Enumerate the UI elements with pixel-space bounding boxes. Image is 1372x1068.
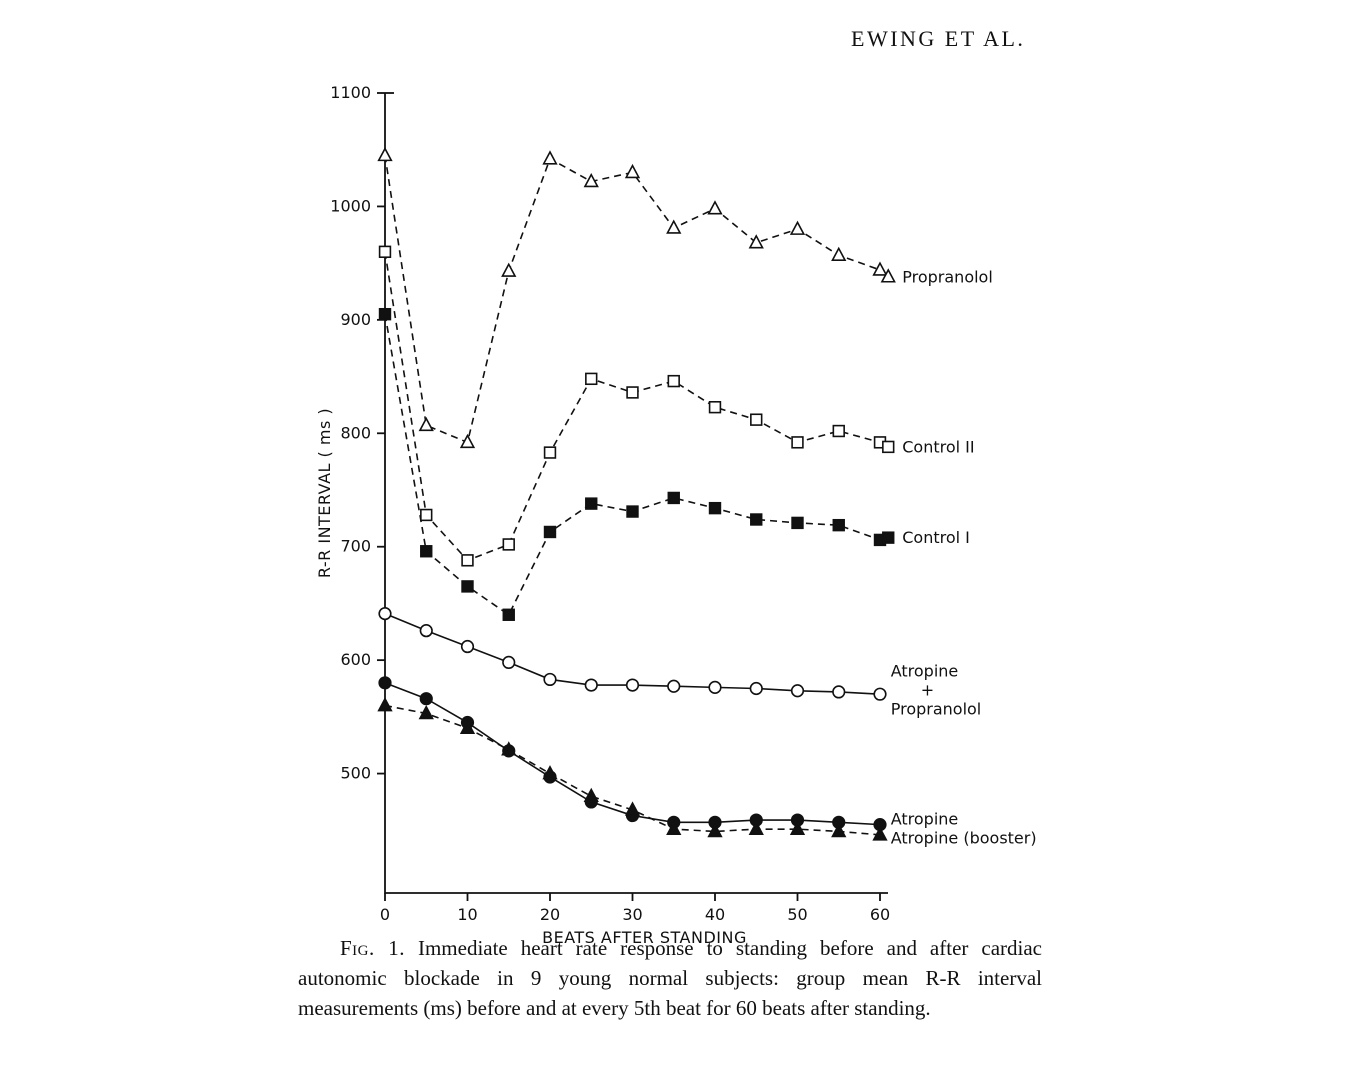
data-point-circle-open bbox=[378, 607, 392, 621]
series-label: Atropine + Propranolol bbox=[891, 661, 982, 718]
data-point-triangle-filled bbox=[459, 719, 476, 735]
data-point-circle-open bbox=[419, 624, 433, 638]
series-label: Propranolol bbox=[902, 267, 993, 286]
x-tick-label: 40 bbox=[705, 905, 725, 924]
y-tick-label: 1100 bbox=[330, 83, 371, 102]
data-point-triangle-open bbox=[583, 172, 599, 188]
series-line-0 bbox=[384, 155, 881, 444]
x-tick-label: 10 bbox=[457, 905, 477, 924]
y-axis-title: R-R INTERVAL ( ms ) bbox=[315, 408, 334, 578]
data-point-triangle-open bbox=[624, 163, 641, 179]
figure-1: 500 600 700 800 900 1000 1100 0 10 20 30 40 50 60 BEAT… bbox=[300, 75, 1100, 955]
data-point-circle-open bbox=[543, 672, 557, 687]
data-point-square-open bbox=[420, 508, 433, 522]
data-point-square-open bbox=[378, 245, 392, 258]
data-point-square-open bbox=[667, 374, 680, 388]
data-point-triangle-filled bbox=[831, 822, 847, 838]
running-head: EWING ET AL. bbox=[851, 26, 1026, 51]
data-point-circle-open bbox=[873, 687, 887, 701]
data-point-circle-open bbox=[790, 684, 805, 698]
series-line-2 bbox=[384, 314, 881, 616]
data-point-circle-open bbox=[708, 680, 722, 694]
data-point-square-filled bbox=[502, 608, 515, 621]
legend-marker-triangle-open bbox=[880, 268, 896, 283]
data-point-triangle-filled bbox=[707, 822, 723, 838]
data-point-triangle-open bbox=[748, 234, 764, 249]
data-point-square-filled bbox=[585, 497, 598, 510]
x-tick-label: 30 bbox=[622, 905, 642, 924]
data-point-square-filled bbox=[750, 513, 763, 526]
legend-marker-square-open bbox=[882, 440, 895, 454]
data-point-triangle-open bbox=[831, 246, 847, 262]
data-point-square-open bbox=[832, 424, 845, 438]
y-tick-label: 900 bbox=[340, 310, 371, 329]
x-tick-label: 20 bbox=[540, 905, 560, 924]
data-point-triangle-filled bbox=[789, 820, 806, 835]
legend-marker-square-filled bbox=[882, 531, 895, 544]
data-point-circle-open bbox=[502, 655, 516, 670]
data-point-triangle-filled bbox=[748, 820, 764, 835]
data-point-triangle-open bbox=[459, 433, 476, 449]
data-point-triangle-open bbox=[666, 219, 682, 234]
data-point-square-filled bbox=[626, 505, 639, 518]
data-point-circle-filled bbox=[419, 692, 433, 706]
x-axis-title: BEATS AFTER STANDING bbox=[542, 928, 747, 947]
data-point-square-open bbox=[708, 400, 722, 414]
figure-caption: Fig. 1. Immediate heart rate response to… bbox=[298, 934, 1042, 1023]
data-point-triangle-filled bbox=[542, 765, 558, 780]
data-point-square-open bbox=[585, 372, 598, 386]
data-point-circle-open bbox=[625, 678, 640, 692]
data-point-square-open bbox=[461, 554, 474, 567]
y-tick-label: 800 bbox=[340, 423, 371, 442]
data-point-square-open bbox=[791, 436, 804, 449]
series-label: Control I bbox=[902, 528, 970, 547]
data-point-triangle-open bbox=[872, 261, 888, 276]
data-point-triangle-filled bbox=[872, 826, 888, 841]
data-point-circle-open bbox=[460, 639, 475, 654]
series-label: Atropine (booster) bbox=[891, 829, 1037, 848]
data-point-square-filled bbox=[378, 307, 392, 321]
data-point-circle-open bbox=[749, 681, 763, 696]
data-point-triangle-open bbox=[377, 146, 393, 162]
data-point-triangle-filled bbox=[501, 741, 517, 756]
rr-interval-chart: 500 600 700 800 900 1000 1100 0 10 20 30 40 50 60 BEAT… bbox=[315, 83, 1037, 947]
data-point-square-filled bbox=[832, 518, 845, 532]
data-point-square-open bbox=[626, 386, 639, 399]
figure-caption-text: Immediate heart rate response to standin… bbox=[298, 936, 1042, 1020]
data-point-triangle-open bbox=[501, 262, 517, 277]
data-point-square-filled bbox=[791, 516, 804, 530]
data-point-square-open bbox=[543, 446, 557, 459]
data-point-triangle-open bbox=[542, 150, 558, 165]
y-tick-label: 600 bbox=[340, 650, 371, 669]
series-label: Atropine bbox=[891, 809, 959, 828]
y-tick-label: 1000 bbox=[330, 196, 371, 215]
axes bbox=[384, 93, 888, 894]
figure-caption-label: Fig. 1. bbox=[340, 936, 405, 960]
data-point-triangle-filled bbox=[666, 820, 682, 835]
data-point-triangle-open bbox=[707, 200, 723, 215]
data-point-circle-open bbox=[584, 678, 598, 692]
data-point-circle-filled bbox=[378, 676, 392, 690]
data-point-triangle-open bbox=[789, 220, 806, 235]
data-point-square-open bbox=[750, 413, 763, 426]
data-point-triangle-filled bbox=[624, 801, 641, 816]
x-tick-label: 50 bbox=[787, 905, 807, 924]
x-tick-label: 60 bbox=[870, 905, 890, 924]
y-tick-label: 700 bbox=[340, 537, 371, 556]
data-point-square-filled bbox=[708, 501, 722, 515]
data-point-triangle-open bbox=[418, 416, 434, 432]
data-point-square-filled bbox=[420, 545, 433, 558]
data-point-square-filled bbox=[461, 580, 474, 593]
series-label: Control II bbox=[902, 437, 974, 456]
data-point-circle-open bbox=[667, 679, 681, 693]
data-point-square-filled bbox=[543, 525, 557, 539]
data-point-circle-open bbox=[832, 685, 846, 699]
x-tick-label: 0 bbox=[380, 905, 390, 924]
data-point-triangle-filled bbox=[583, 787, 599, 803]
data-point-square-filled bbox=[667, 491, 680, 505]
data-point-triangle-filled bbox=[377, 697, 393, 712]
data-point-square-open bbox=[502, 538, 515, 551]
data-point-triangle-filled bbox=[418, 704, 434, 720]
y-tick-label: 500 bbox=[340, 764, 371, 783]
